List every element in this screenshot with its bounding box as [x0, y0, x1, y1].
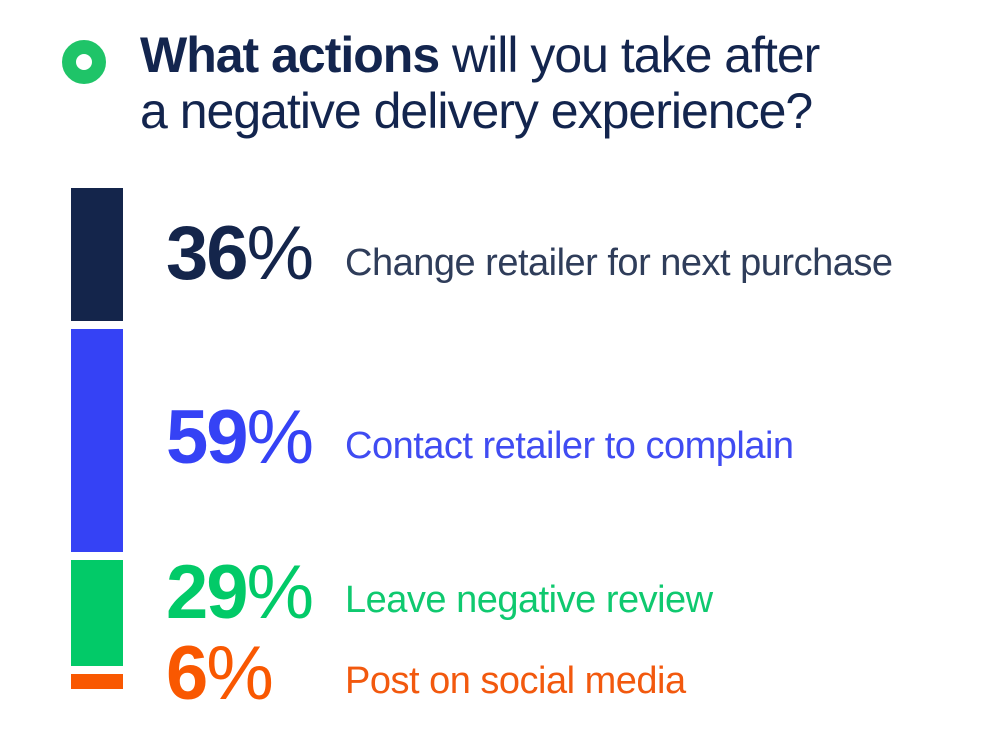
percent-value-change-retailer: 36%	[166, 214, 314, 294]
bar-label-social-media: Post on social media	[345, 660, 686, 702]
bar-label-change-retailer: Change retailer for next purchase	[345, 242, 893, 284]
title-bold-part: What actions	[140, 27, 440, 83]
bar-segment-change-retailer	[71, 188, 123, 321]
title-line-1: What actions will you take after	[140, 27, 820, 83]
percent-number: 29	[166, 550, 249, 635]
chart-title: What actions will you take after a negat…	[140, 27, 820, 139]
percent-sign: %	[246, 395, 315, 480]
bar-segment-negative-review	[71, 560, 123, 666]
percent-value-social-media: 6%	[166, 634, 274, 714]
bar-segment-social-media	[71, 674, 123, 689]
percent-number: 6	[166, 631, 208, 716]
title-regular-part: will you take after	[439, 27, 820, 83]
percent-number: 36	[166, 211, 249, 296]
title-line-2: a negative delivery experience?	[140, 83, 813, 139]
bar-label-negative-review: Leave negative review	[345, 579, 713, 621]
percent-number: 59	[166, 395, 249, 480]
percent-sign: %	[246, 211, 315, 296]
bullet-ring-icon	[62, 40, 106, 84]
bar-segment-contact-retailer	[71, 329, 123, 552]
percent-value-contact-retailer: 59%	[166, 398, 314, 478]
percent-sign: %	[246, 550, 315, 635]
bar-label-contact-retailer: Contact retailer to complain	[345, 425, 794, 467]
percent-sign: %	[206, 631, 274, 716]
percent-value-negative-review: 29%	[166, 553, 314, 633]
